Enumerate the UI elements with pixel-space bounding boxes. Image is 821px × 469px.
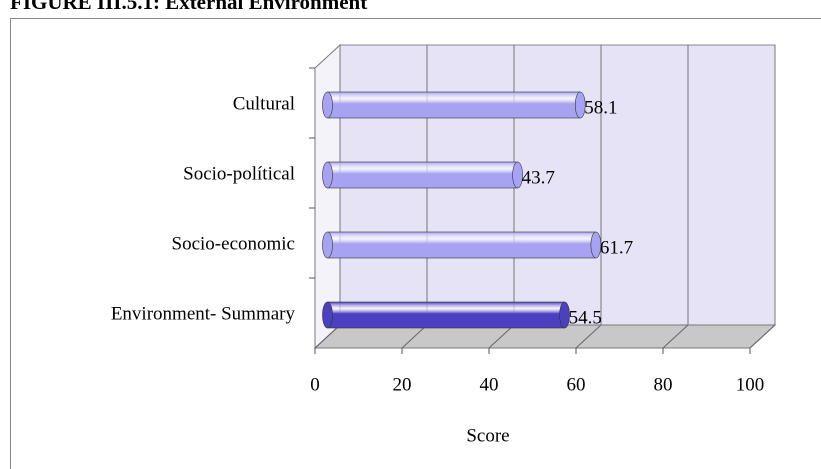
chart-title: FIGURE III.5.1: External Environment [10, 0, 367, 14]
bar-start-cap [322, 161, 333, 189]
bar-end-cap [559, 301, 570, 329]
x-tick-label: 40 [480, 374, 499, 395]
floor-grid-line [488, 324, 515, 349]
bar-body [327, 301, 565, 329]
bar-start-cap [322, 231, 333, 259]
x-tick-label: 0 [310, 374, 320, 395]
x-tick-label: 20 [393, 374, 412, 395]
bar [322, 301, 570, 329]
bar-end-cap [512, 161, 523, 189]
floor-grid-line [662, 324, 689, 349]
bar-end-cap [574, 91, 586, 119]
x-tick-label: 100 [736, 374, 765, 395]
bar-start-cap [322, 91, 333, 119]
bar-body [327, 161, 518, 189]
bar-body [327, 231, 597, 259]
value-label: 43.7 [522, 167, 555, 188]
y-tick-label: Socio-economic [172, 233, 295, 254]
floor [313, 324, 777, 349]
y-tick-label: Cultural [233, 93, 295, 114]
value-label: 61.7 [600, 237, 633, 258]
bar [322, 161, 523, 189]
bar [322, 231, 602, 259]
value-label: 58.1 [584, 97, 617, 118]
x-axis-label: Score [466, 425, 509, 446]
bar-body [327, 91, 581, 119]
x-tick-label: 60 [567, 374, 586, 395]
x-tick-label: 80 [654, 374, 673, 395]
bar [322, 91, 586, 119]
bar-end-cap [590, 231, 602, 259]
chart-frame [10, 18, 821, 469]
floor-grid-line [401, 324, 428, 349]
floor-grid-line [314, 324, 341, 349]
y-tick-label: Environment- Summary [111, 303, 296, 324]
floor-grid-line [575, 324, 602, 349]
y-tick-label: Socio-polítical [183, 163, 295, 184]
floor-grid-line [749, 324, 776, 349]
value-label: 54.5 [569, 307, 602, 328]
bar-start-cap [322, 301, 333, 329]
